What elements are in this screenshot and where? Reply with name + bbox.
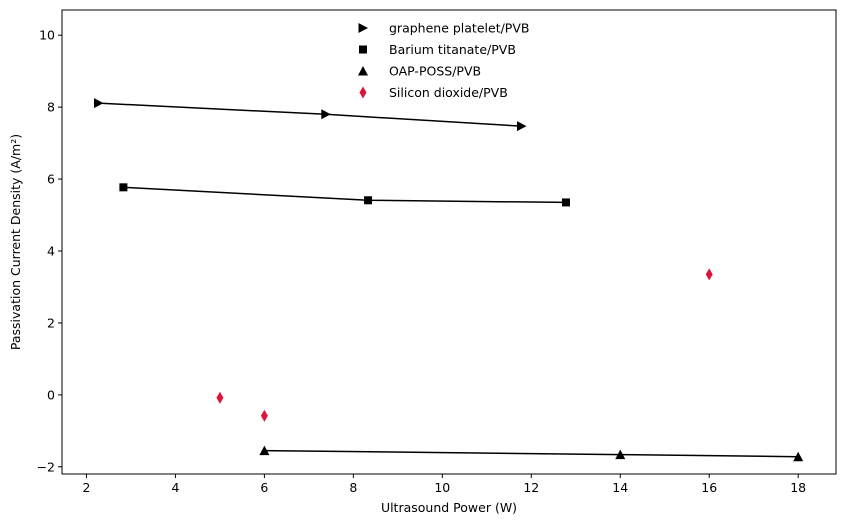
legend-marker [359, 86, 367, 99]
legend-marker [358, 23, 368, 33]
x-tick-label: 6 [260, 480, 268, 495]
data-point [321, 109, 331, 120]
y-axis-label: Passivation Current Density (A/m²) [8, 134, 23, 350]
legend-label: graphene platelet/PVB [389, 21, 529, 36]
x-axis-label: Ultrasound Power (W) [381, 500, 517, 515]
series-0 [93, 98, 527, 132]
plot-area [93, 98, 804, 462]
x-tick-label: 18 [790, 480, 806, 495]
data-point [561, 198, 570, 207]
y-tick-label: −2 [37, 459, 55, 474]
x-tick-label: 12 [523, 480, 539, 495]
x-tick-label: 4 [171, 480, 179, 495]
legend-marker [359, 45, 367, 54]
legend-label: OAP-POSS/PVB [389, 64, 481, 79]
x-tick-label: 10 [434, 480, 450, 495]
legend-item: Silicon dioxide/PVB [359, 85, 508, 100]
legend-marker [358, 66, 368, 76]
series-3 [216, 268, 713, 422]
plot-frame [61, 9, 837, 475]
data-point [705, 268, 713, 281]
y-tick-label: 6 [47, 172, 55, 187]
x-tick-label: 16 [701, 480, 717, 495]
data-point [793, 451, 804, 462]
y-tick-label: 2 [47, 315, 55, 330]
data-point [364, 196, 373, 205]
data-point [259, 445, 270, 456]
y-tick-label: 8 [47, 100, 55, 115]
series-2 [259, 445, 804, 462]
legend-item: graphene platelet/PVB [358, 21, 529, 36]
data-point [119, 183, 128, 192]
series-1 [119, 183, 570, 207]
axis-ticks: 2 4 6 8 10 12 14 16 18 −2 0 2 4 6 8 10 [37, 28, 807, 495]
data-point [216, 391, 224, 404]
legend-label: Barium titanate/PVB [389, 42, 516, 57]
data-point [93, 98, 104, 109]
legend-label: Silicon dioxide/PVB [389, 85, 508, 100]
y-tick-label: 0 [47, 387, 55, 402]
data-point [517, 121, 527, 132]
data-point [260, 409, 268, 422]
x-tick-label: 2 [82, 480, 90, 495]
y-tick-label: 10 [39, 28, 55, 43]
legend-item: OAP-POSS/PVB [358, 64, 481, 79]
x-tick-label: 8 [349, 480, 357, 495]
legend-item: Barium titanate/PVB [359, 42, 516, 57]
y-tick-label: 4 [47, 243, 55, 258]
x-tick-label: 14 [612, 480, 628, 495]
data-point [615, 449, 626, 460]
legend: graphene platelet/PVB Barium titanate/PVB… [358, 21, 529, 100]
